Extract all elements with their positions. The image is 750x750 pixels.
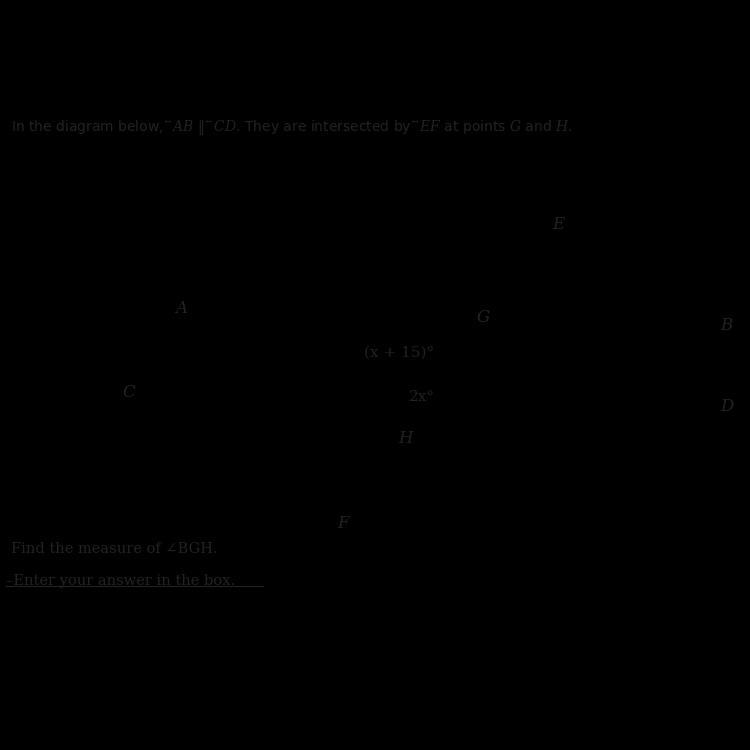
Text: –Enter your answer in the box.: –Enter your answer in the box. [6, 574, 235, 588]
Text: 2x°: 2x° [409, 390, 435, 404]
Text: (x + 15)°: (x + 15)° [364, 346, 434, 360]
Text: C: C [122, 384, 135, 401]
Text: D: D [720, 398, 734, 416]
Text: Find the measure of ∠BGH.: Find the measure of ∠BGH. [11, 542, 217, 556]
Text: In the diagram below, $\overleftrightarrow{AB}$ $\|$ $\overleftrightarrow{CD}$. : In the diagram below, $\overleftrightarr… [11, 118, 572, 137]
Text: G: G [476, 309, 490, 326]
Text: F: F [338, 515, 349, 532]
Text: E: E [552, 216, 564, 232]
Text: H: H [398, 430, 412, 447]
Text: B: B [720, 317, 732, 334]
Text: A: A [176, 300, 188, 317]
